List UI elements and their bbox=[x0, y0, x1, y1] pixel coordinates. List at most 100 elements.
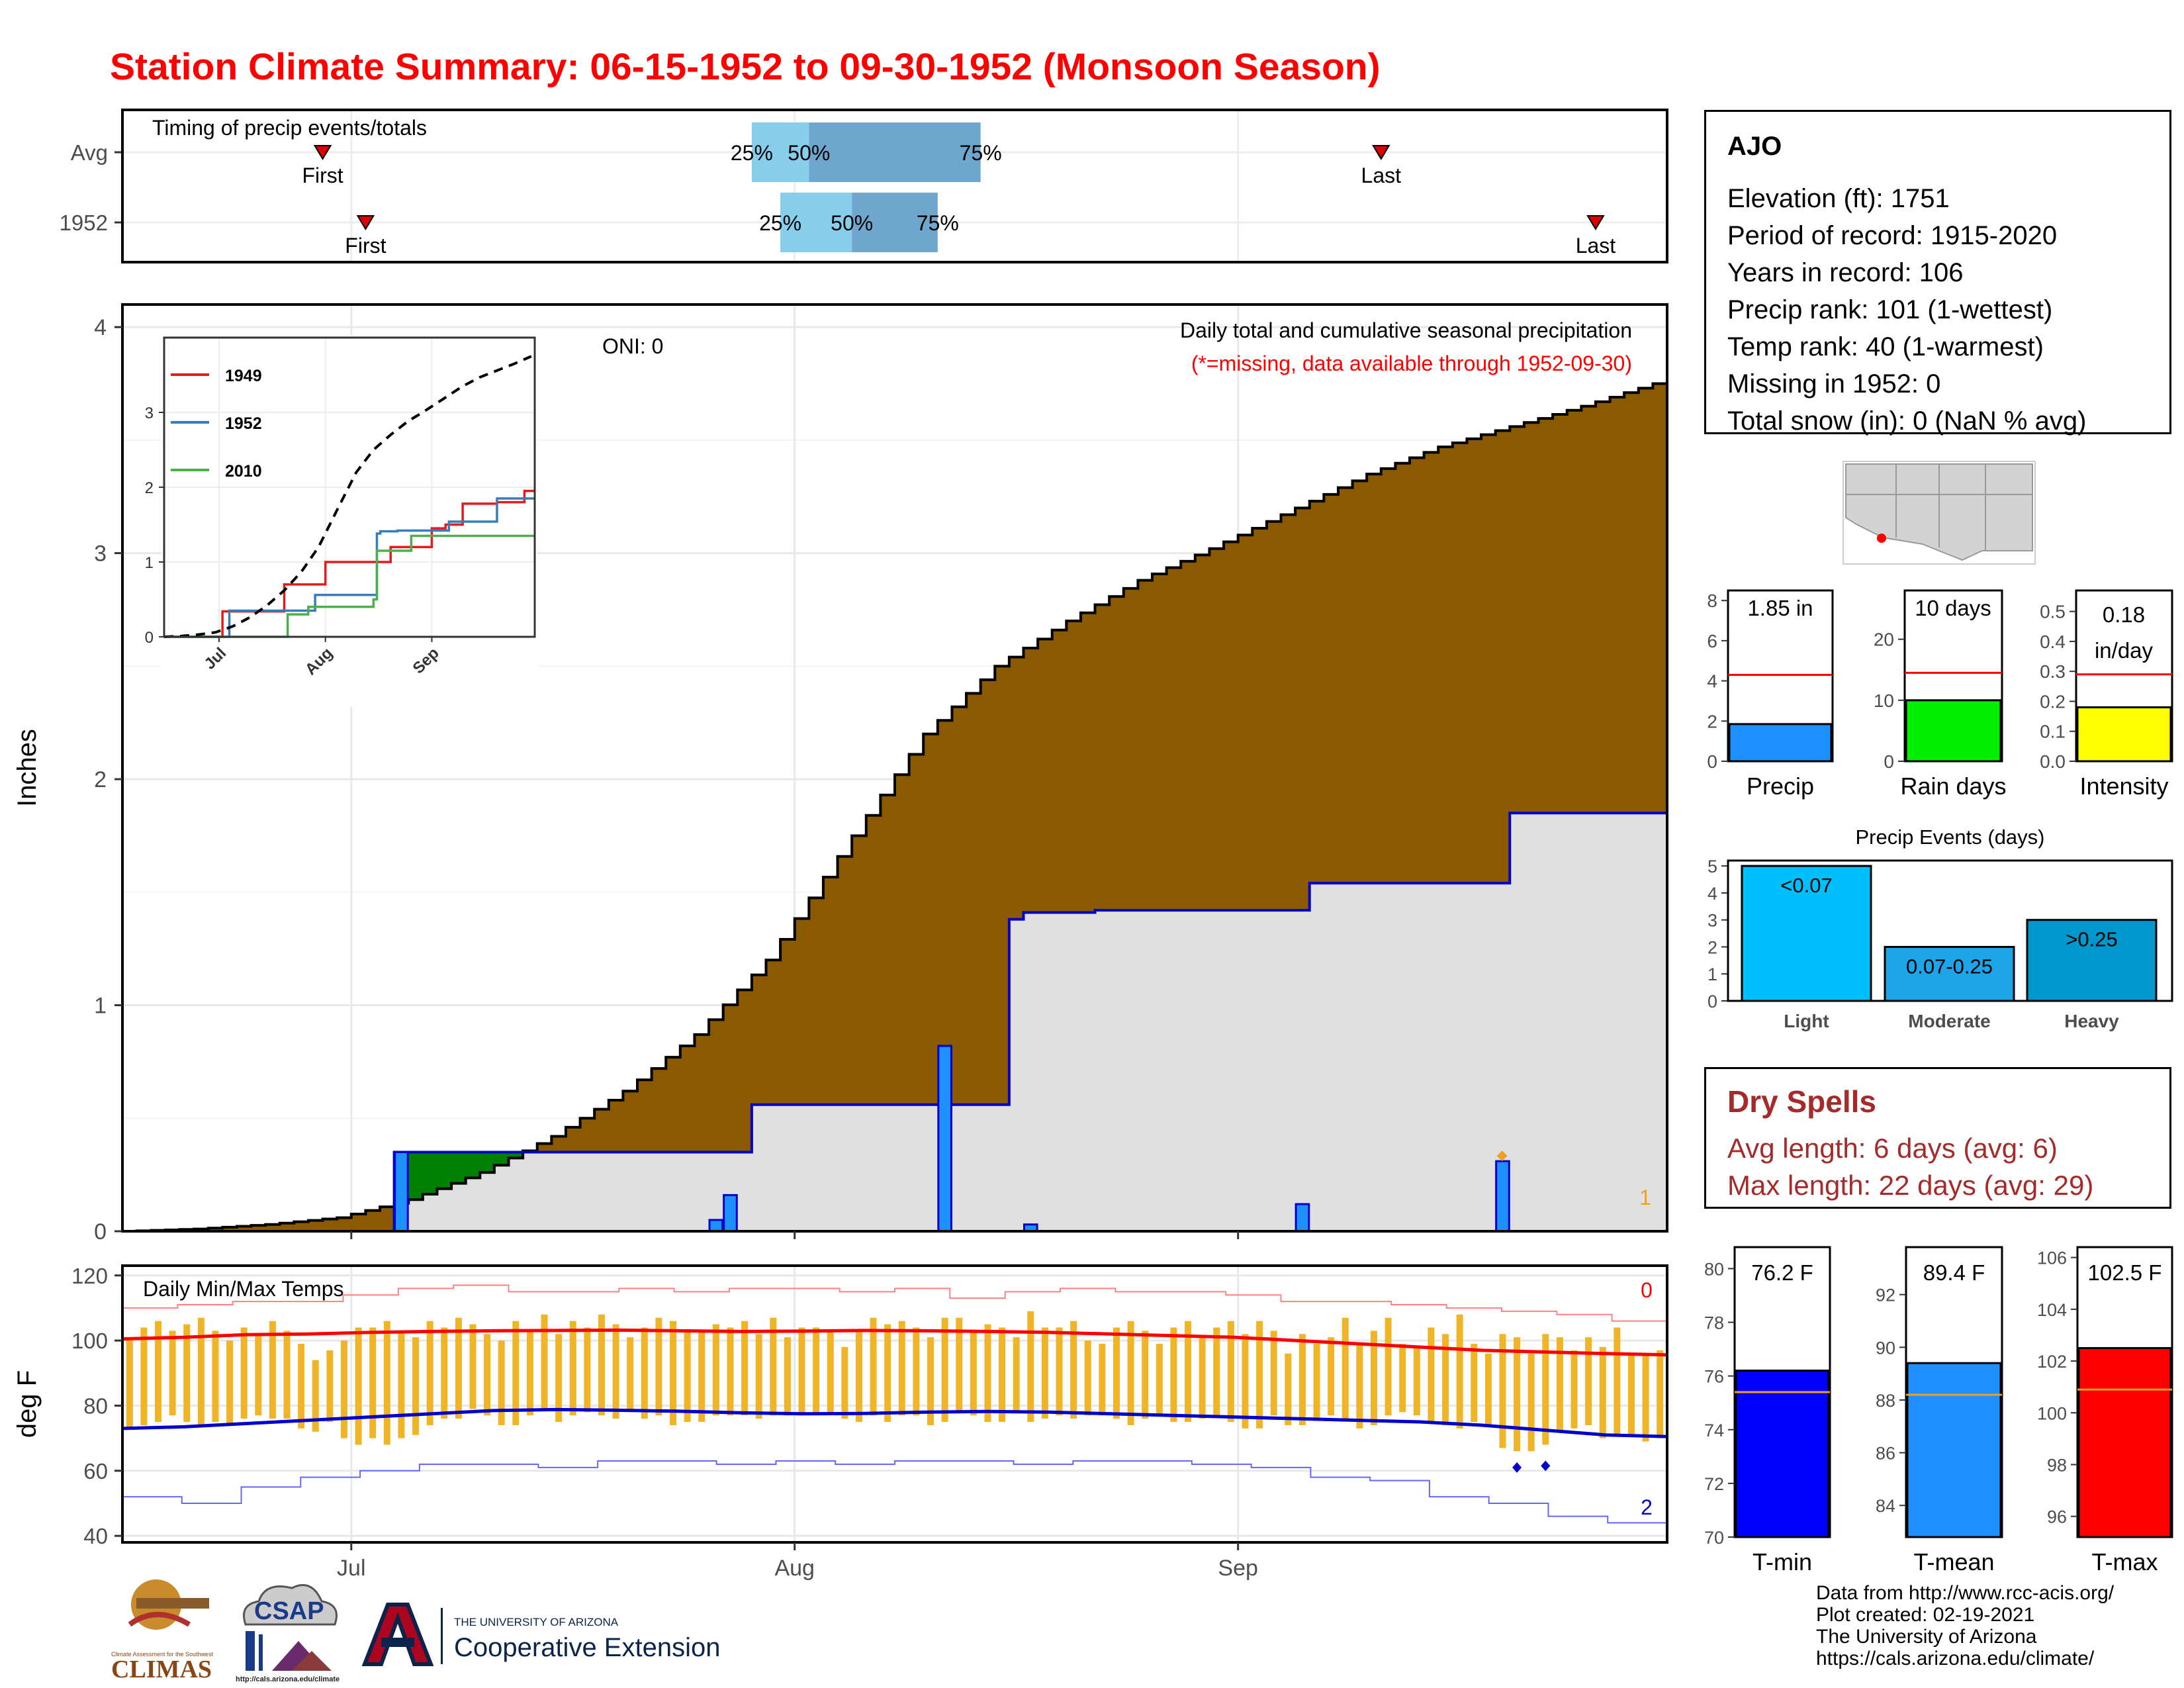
below-avg-area bbox=[666, 1057, 681, 1152]
tmean-title: T-mean bbox=[1913, 1548, 1994, 1575]
events-y-tick-label: 2 bbox=[1707, 937, 1717, 957]
below-avg-area bbox=[565, 1127, 581, 1152]
daily-temp-bar bbox=[212, 1331, 219, 1423]
daily-temp-bar bbox=[1084, 1340, 1091, 1416]
inset-legend-label: 1949 bbox=[225, 367, 262, 385]
intensity-value-bar bbox=[2076, 706, 2172, 763]
below-avg-area bbox=[1052, 630, 1067, 913]
precip-panel-frame bbox=[121, 303, 1668, 1233]
rain-days-y-tick-label: 0 bbox=[1884, 751, 1894, 772]
credits: Data from http://www.rcc-acis.org/ Plot … bbox=[1816, 1582, 2114, 1669]
timing-p25-label: 25% bbox=[759, 211, 801, 235]
below-avg-area bbox=[608, 1100, 623, 1152]
precip-total-title: Precip bbox=[1747, 773, 1814, 800]
below-avg-area bbox=[837, 856, 852, 1105]
below-avg-area bbox=[780, 939, 796, 1105]
below-avg-area bbox=[1295, 508, 1310, 911]
daily-temp-bar bbox=[140, 1327, 148, 1425]
precip-total-y-tick-label: 8 bbox=[1707, 590, 1717, 611]
daily-temp-bar bbox=[813, 1327, 820, 1416]
daily-temp-bar bbox=[1027, 1311, 1034, 1423]
above-avg-area bbox=[408, 1152, 424, 1200]
timing-p25-label: 25% bbox=[731, 141, 773, 165]
below-avg-area bbox=[995, 666, 1010, 1105]
climas-logo: CLIMAS Climate Assessment for the Southw… bbox=[111, 1579, 214, 1683]
daily-temp-bar bbox=[1556, 1337, 1563, 1432]
daily-temp-bar bbox=[1156, 1344, 1163, 1416]
temp-x-tick-label: Sep bbox=[1218, 1556, 1258, 1581]
daily-temp-bar bbox=[512, 1321, 520, 1425]
below-avg-area bbox=[279, 1223, 295, 1231]
below-avg-area bbox=[809, 898, 824, 1105]
y-tick-label: 3 bbox=[94, 541, 107, 567]
below-avg-area bbox=[680, 1046, 696, 1152]
below-avg-area bbox=[208, 1228, 223, 1231]
daily-temp-bar bbox=[1399, 1344, 1406, 1413]
record-low-marker bbox=[1512, 1462, 1522, 1473]
timing-bar-25-50 bbox=[780, 193, 852, 252]
daily-temp-bar bbox=[383, 1321, 390, 1445]
below-avg-area bbox=[1023, 648, 1038, 913]
daily-temp-bar bbox=[612, 1324, 619, 1419]
temp-y-tick-label: 120 bbox=[71, 1264, 108, 1288]
event-bar-moderate bbox=[1884, 945, 2015, 1002]
event-bar-value-label: <0.07 bbox=[1780, 874, 1832, 897]
timing-marker bbox=[313, 145, 332, 160]
daily-temp-bar bbox=[1484, 1353, 1492, 1425]
daily-temp-bar bbox=[240, 1327, 248, 1419]
observed-cumulative-fill bbox=[122, 813, 1667, 1231]
daily-temp-bar bbox=[398, 1331, 405, 1438]
temp-panel-frame bbox=[121, 1264, 1668, 1544]
daily-temp-bar bbox=[784, 1337, 791, 1416]
timing-marker bbox=[356, 215, 375, 230]
timing-marker bbox=[1372, 145, 1390, 160]
daily-temp-bar bbox=[1142, 1331, 1149, 1419]
below-avg-area bbox=[1238, 535, 1253, 911]
below-avg-area bbox=[1395, 463, 1410, 884]
daily-temp-bar bbox=[1256, 1321, 1263, 1429]
station-snow: Total snow (in): 0 (NaN % avg) bbox=[1727, 406, 2087, 436]
rain-days-y-tick-label: 20 bbox=[1874, 630, 1894, 650]
daily-temp-bar bbox=[655, 1317, 662, 1416]
tmean-y-tick-label: 86 bbox=[1876, 1444, 1895, 1464]
temp-y-tick-label: 40 bbox=[83, 1524, 108, 1548]
daily-precip-bar bbox=[708, 1219, 724, 1233]
tmean-value-bar bbox=[1906, 1362, 2002, 1538]
below-avg-area bbox=[1281, 514, 1296, 911]
below-avg-area bbox=[1424, 452, 1439, 884]
temp-x-tick-label: Aug bbox=[774, 1556, 815, 1581]
daily-precip-bar bbox=[1295, 1203, 1310, 1233]
daily-temp-bar bbox=[1285, 1353, 1292, 1425]
csap-text: CSAP bbox=[254, 1597, 324, 1625]
events-y-tick-label: 0 bbox=[1707, 992, 1717, 1011]
daily-temp-bar bbox=[913, 1327, 920, 1416]
y-tick-label: 0 bbox=[94, 1219, 107, 1244]
below-avg-area bbox=[651, 1068, 666, 1152]
daily-temp-bar bbox=[1113, 1327, 1120, 1419]
tmin-y-tick-label: 74 bbox=[1704, 1421, 1724, 1440]
tmin-y-tick-label: 76 bbox=[1704, 1367, 1724, 1387]
tmean-y-tick-label: 84 bbox=[1876, 1496, 1895, 1516]
tmin-value-bar bbox=[1735, 1370, 1830, 1538]
daily-temp-bar bbox=[1570, 1350, 1578, 1429]
daily-temp-bar bbox=[598, 1314, 605, 1416]
precip-chart-subtitle: (*=missing, data available through 1952-… bbox=[1191, 352, 1632, 375]
precip-chart-title: Daily total and cumulative seasonal prec… bbox=[1180, 318, 1632, 342]
avg-min-line bbox=[122, 1407, 1668, 1438]
events-y-tick-label: 3 bbox=[1707, 911, 1717, 931]
inset-y-tick-label: 2 bbox=[145, 479, 154, 497]
rain-days-y-tick-label: 10 bbox=[1874, 690, 1894, 711]
inset-series-1949 bbox=[164, 489, 535, 638]
record-marker bbox=[1496, 1150, 1508, 1162]
station-name: AJO bbox=[1727, 132, 1782, 161]
below-avg-area bbox=[222, 1227, 238, 1231]
temp-y-tick-label: 100 bbox=[71, 1329, 108, 1353]
daily-temp-bar bbox=[1298, 1334, 1306, 1425]
daily-temp-bar bbox=[1199, 1337, 1206, 1419]
tmax-y-tick-label: 106 bbox=[2037, 1248, 2067, 1268]
climas-subtext: Climate Assessment for the Southwest bbox=[111, 1651, 214, 1658]
temp-y-tick-label: 80 bbox=[83, 1393, 108, 1418]
daily-precip-bar bbox=[1495, 1160, 1510, 1233]
below-avg-area bbox=[1610, 397, 1625, 814]
avg-max-line bbox=[122, 1328, 1668, 1357]
